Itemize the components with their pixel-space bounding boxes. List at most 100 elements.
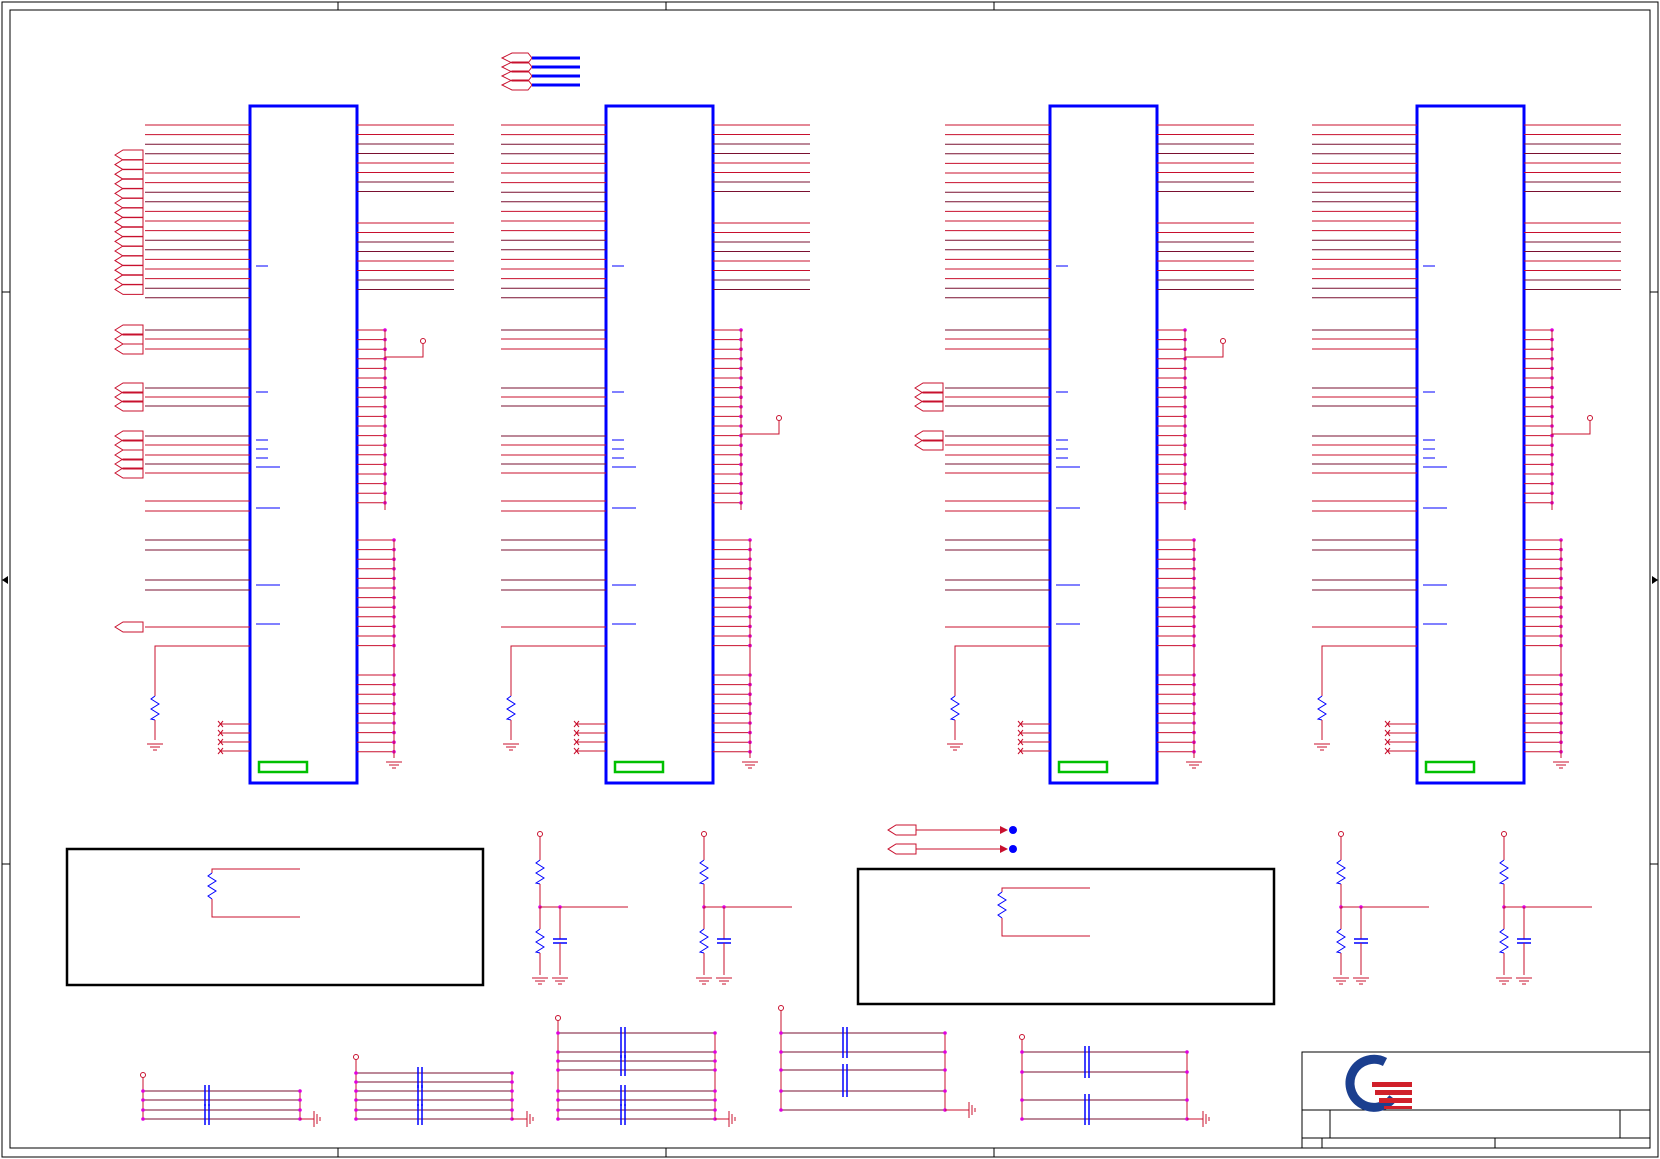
power-pin-icon — [1220, 338, 1226, 344]
junction-dot — [298, 1098, 302, 1102]
junction-dot — [713, 1068, 717, 1072]
ground-icon — [1353, 977, 1369, 985]
ground-icon — [313, 1111, 321, 1127]
chips-layer — [114, 104, 1621, 785]
ground-icon — [1202, 1111, 1210, 1127]
resistor-icon — [698, 859, 709, 885]
junction-dot — [354, 1098, 358, 1102]
voltage-dividers — [532, 831, 1592, 985]
ic-body — [1048, 104, 1159, 785]
resistor-icon — [949, 695, 960, 721]
offpage-connector-icon — [114, 343, 144, 355]
offpage-connector-icon — [914, 391, 944, 403]
ic-marker — [257, 760, 309, 774]
capacitor-bank-2 — [353, 1054, 534, 1127]
no-connect-icon — [1017, 738, 1024, 746]
junction-dot — [298, 1108, 302, 1112]
junction-dot — [354, 1108, 358, 1112]
ground-icon — [386, 761, 402, 769]
ic-body — [1415, 104, 1526, 785]
ground-icon — [742, 761, 758, 769]
junction-dot — [779, 1031, 783, 1035]
ic-marker — [1424, 760, 1476, 774]
no-connect-icon — [1384, 738, 1391, 746]
no-connect-icon — [217, 729, 224, 737]
power-pin-icon — [778, 1005, 784, 1011]
no-connect-icon — [573, 720, 580, 728]
junction-dot — [713, 1108, 717, 1112]
offpage-connector-icon — [114, 621, 144, 633]
title-block — [1301, 1051, 1651, 1149]
ground-icon — [503, 743, 519, 751]
voltage-divider-1 — [532, 831, 628, 985]
no-connect-icon — [217, 747, 224, 755]
offpage-connector-icon — [114, 333, 144, 345]
junction-dot — [556, 1108, 560, 1112]
junction-dot — [1020, 1117, 1024, 1121]
junction-dot — [713, 1031, 717, 1035]
offpage-connector-icon — [114, 274, 144, 286]
power-pin-icon — [420, 338, 426, 344]
junction-dot — [354, 1071, 358, 1075]
junction-dot — [510, 1108, 514, 1112]
junction-dot — [556, 1068, 560, 1072]
junction-dot — [556, 1117, 560, 1121]
junction-dot — [779, 1050, 783, 1054]
junction-dot — [779, 1108, 783, 1112]
junction-dot — [298, 1089, 302, 1093]
ground-icon — [1516, 977, 1532, 985]
voltage-divider-3 — [1333, 831, 1429, 985]
junction-dot — [141, 1108, 145, 1112]
resistor-icon — [505, 695, 516, 721]
offpage-connector-icon — [114, 467, 144, 479]
ground-icon — [1553, 761, 1569, 769]
ground-icon — [552, 977, 568, 985]
no-connect-icon — [217, 720, 224, 728]
offpage-connector-icon — [114, 458, 144, 470]
ic-body — [604, 104, 715, 785]
capacitor-bank-4 — [778, 1005, 976, 1118]
ic-marker — [613, 760, 665, 774]
offpage-connector-icon — [914, 439, 944, 451]
ground-icon — [968, 1102, 976, 1118]
offpage-connector-icon — [114, 245, 144, 257]
no-connect-icon — [573, 747, 580, 755]
offpage-connector-icon — [114, 430, 144, 442]
ground-icon — [716, 977, 732, 985]
test-points — [887, 824, 1017, 855]
no-connect-icon — [1384, 729, 1391, 737]
power-pin-icon — [1501, 831, 1507, 837]
ground-icon — [728, 1111, 736, 1127]
power-pin-icon — [776, 415, 782, 421]
offpage-connector-icon — [114, 216, 144, 228]
junction-dot — [556, 1059, 560, 1063]
junction-dot — [354, 1089, 358, 1093]
junction-dot — [713, 1089, 717, 1093]
resistor-icon — [1316, 695, 1327, 721]
junction-dot — [510, 1098, 514, 1102]
junction-dot — [1185, 1098, 1189, 1102]
ground-icon — [1333, 977, 1349, 985]
offpage-connector-icon — [114, 324, 144, 336]
ground-icon — [532, 977, 548, 985]
junction-dot — [141, 1089, 145, 1093]
power-pin-icon — [537, 831, 543, 837]
offpage-connector-icon — [114, 226, 144, 238]
offpage-connector-icon — [914, 400, 944, 412]
junction-dot — [1020, 1070, 1024, 1074]
resistor-icon — [1498, 859, 1509, 885]
offpage-connector-icon — [114, 197, 144, 209]
offpage-connector-icon — [114, 264, 144, 276]
junction-dot — [1185, 1050, 1189, 1054]
offpage-connector-icon — [114, 159, 144, 171]
no-connect-icon — [217, 738, 224, 746]
junction-dot — [556, 1089, 560, 1093]
junction-dot — [1020, 1098, 1024, 1102]
voltage-divider-4 — [1496, 831, 1592, 985]
junction-dot — [943, 1068, 947, 1072]
resistor-box-right — [856, 867, 1276, 1006]
quanta-q-logo-icon — [1345, 1054, 1412, 1112]
offpage-connector-icon — [114, 178, 144, 190]
voltage-divider-2 — [696, 831, 792, 985]
ground-icon — [1496, 977, 1512, 985]
